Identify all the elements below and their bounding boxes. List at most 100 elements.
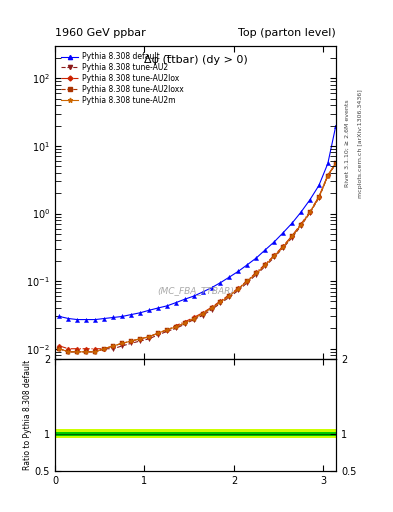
Pythia 8.308 tune-AU2lox bbox=[308, 208, 312, 215]
Pythia 8.308 default bbox=[334, 122, 338, 129]
Pythia 8.308 tune-AU2 bbox=[102, 346, 107, 352]
Pythia 8.308 default bbox=[138, 310, 142, 316]
Pythia 8.308 tune-AU2lox bbox=[236, 285, 241, 291]
Pythia 8.308 tune-AU2lox bbox=[102, 346, 107, 352]
Pythia 8.308 tune-AU2lox bbox=[120, 340, 125, 347]
Pythia 8.308 tune-AU2m bbox=[129, 338, 133, 344]
Line: Pythia 8.308 tune-AU2lox: Pythia 8.308 tune-AU2lox bbox=[58, 161, 338, 351]
Pythia 8.308 tune-AU2m bbox=[245, 278, 250, 284]
Pythia 8.308 tune-AU2loxx bbox=[308, 209, 312, 216]
Pythia 8.308 default bbox=[316, 182, 321, 188]
Pythia 8.308 default bbox=[200, 289, 205, 295]
Pythia 8.308 tune-AU2 bbox=[93, 349, 97, 355]
Pythia 8.308 default bbox=[156, 305, 160, 311]
Pythia 8.308 default bbox=[209, 285, 214, 291]
Pythia 8.308 default bbox=[147, 307, 151, 313]
Pythia 8.308 tune-AU2m bbox=[236, 286, 241, 292]
Pythia 8.308 tune-AU2m bbox=[84, 349, 89, 355]
Pythia 8.308 tune-AU2m bbox=[200, 311, 205, 317]
Pythia 8.308 tune-AU2lox bbox=[75, 346, 80, 352]
Pythia 8.308 tune-AU2lox bbox=[263, 261, 268, 267]
Pythia 8.308 tune-AU2 bbox=[173, 325, 178, 331]
Pythia 8.308 tune-AU2m bbox=[102, 346, 107, 352]
Pythia 8.308 tune-AU2m bbox=[156, 330, 160, 336]
Pythia 8.308 tune-AU2lox bbox=[138, 336, 142, 342]
Pythia 8.308 tune-AU2lox bbox=[156, 330, 160, 336]
Pythia 8.308 default bbox=[66, 315, 71, 322]
Pythia 8.308 tune-AU2 bbox=[263, 263, 268, 269]
Pythia 8.308 tune-AU2lox bbox=[245, 278, 250, 284]
Pythia 8.308 tune-AU2 bbox=[334, 160, 338, 166]
Pythia 8.308 tune-AU2m bbox=[138, 336, 142, 342]
Pythia 8.308 tune-AU2loxx bbox=[147, 334, 151, 340]
Pythia 8.308 tune-AU2lox bbox=[66, 346, 71, 352]
Line: Pythia 8.308 default: Pythia 8.308 default bbox=[57, 123, 338, 322]
Pythia 8.308 default bbox=[254, 255, 259, 261]
Pythia 8.308 tune-AU2lox bbox=[227, 292, 232, 298]
Pythia 8.308 tune-AU2m bbox=[272, 253, 277, 259]
Pythia 8.308 tune-AU2 bbox=[191, 316, 196, 323]
Pythia 8.308 default bbox=[245, 262, 250, 268]
Pythia 8.308 tune-AU2 bbox=[245, 280, 250, 286]
Pythia 8.308 tune-AU2 bbox=[66, 349, 71, 355]
Pythia 8.308 default bbox=[263, 247, 268, 253]
Pythia 8.308 tune-AU2lox bbox=[182, 319, 187, 325]
Pythia 8.308 tune-AU2m bbox=[227, 292, 232, 298]
Pythia 8.308 tune-AU2m bbox=[263, 262, 268, 268]
Pythia 8.308 tune-AU2m bbox=[254, 270, 259, 276]
Line: Pythia 8.308 tune-AU2m: Pythia 8.308 tune-AU2m bbox=[57, 161, 338, 354]
Pythia 8.308 tune-AU2 bbox=[299, 223, 303, 229]
Pythia 8.308 tune-AU2loxx bbox=[75, 349, 80, 355]
Pythia 8.308 tune-AU2 bbox=[227, 294, 232, 300]
Pythia 8.308 tune-AU2lox bbox=[272, 252, 277, 259]
Pythia 8.308 tune-AU2loxx bbox=[173, 324, 178, 330]
Pythia 8.308 tune-AU2 bbox=[209, 307, 214, 313]
Pythia 8.308 tune-AU2m bbox=[308, 209, 312, 216]
Pythia 8.308 default bbox=[308, 197, 312, 203]
Pythia 8.308 default bbox=[120, 313, 125, 319]
Pythia 8.308 default bbox=[281, 230, 285, 236]
Pythia 8.308 default bbox=[164, 303, 169, 309]
Pythia 8.308 tune-AU2lox bbox=[191, 314, 196, 321]
Pythia 8.308 default bbox=[236, 268, 241, 274]
Pythia 8.308 default bbox=[227, 274, 232, 280]
Pythia 8.308 tune-AU2loxx bbox=[111, 343, 116, 349]
Pythia 8.308 tune-AU2lox bbox=[129, 338, 133, 344]
Text: Δφ (t̅tbar) (dy > 0): Δφ (t̅tbar) (dy > 0) bbox=[144, 55, 247, 66]
Pythia 8.308 tune-AU2loxx bbox=[164, 327, 169, 333]
Pythia 8.308 tune-AU2m bbox=[316, 194, 321, 200]
Pythia 8.308 default bbox=[272, 239, 277, 245]
Line: Pythia 8.308 tune-AU2: Pythia 8.308 tune-AU2 bbox=[57, 161, 338, 354]
Text: Top (parton level): Top (parton level) bbox=[238, 28, 336, 38]
Pythia 8.308 default bbox=[129, 311, 133, 317]
Pythia 8.308 tune-AU2lox bbox=[254, 269, 259, 275]
Pythia 8.308 tune-AU2m bbox=[164, 327, 169, 333]
Pythia 8.308 tune-AU2loxx bbox=[299, 222, 303, 228]
Pythia 8.308 tune-AU2m bbox=[93, 349, 97, 355]
Pythia 8.308 tune-AU2lox bbox=[290, 232, 294, 239]
Pythia 8.308 tune-AU2m bbox=[209, 305, 214, 311]
Pythia 8.308 tune-AU2loxx bbox=[272, 253, 277, 259]
Pythia 8.308 tune-AU2loxx bbox=[84, 349, 89, 355]
Pythia 8.308 tune-AU2loxx bbox=[290, 233, 294, 240]
Pythia 8.308 tune-AU2 bbox=[164, 328, 169, 334]
Legend: Pythia 8.308 default, Pythia 8.308 tune-AU2, Pythia 8.308 tune-AU2lox, Pythia 8.: Pythia 8.308 default, Pythia 8.308 tune-… bbox=[59, 50, 186, 107]
Pythia 8.308 tune-AU2loxx bbox=[281, 244, 285, 250]
Pythia 8.308 tune-AU2loxx bbox=[334, 160, 338, 166]
Pythia 8.308 tune-AU2loxx bbox=[66, 349, 71, 355]
Pythia 8.308 tune-AU2loxx bbox=[245, 278, 250, 284]
Pythia 8.308 tune-AU2lox bbox=[299, 221, 303, 227]
Text: (MC_FBA_TTBAR): (MC_FBA_TTBAR) bbox=[157, 286, 234, 295]
Pythia 8.308 tune-AU2m bbox=[191, 315, 196, 322]
Pythia 8.308 default bbox=[218, 280, 223, 286]
Pythia 8.308 tune-AU2loxx bbox=[156, 330, 160, 336]
Pythia 8.308 tune-AU2loxx bbox=[182, 320, 187, 326]
Pythia 8.308 tune-AU2 bbox=[156, 332, 160, 338]
Pythia 8.308 tune-AU2m bbox=[66, 349, 71, 355]
Pythia 8.308 tune-AU2 bbox=[254, 271, 259, 278]
Pythia 8.308 tune-AU2m bbox=[75, 349, 80, 355]
Pythia 8.308 tune-AU2 bbox=[281, 245, 285, 251]
Pythia 8.308 default bbox=[173, 300, 178, 306]
Pythia 8.308 tune-AU2loxx bbox=[209, 305, 214, 311]
Pythia 8.308 tune-AU2 bbox=[84, 349, 89, 355]
